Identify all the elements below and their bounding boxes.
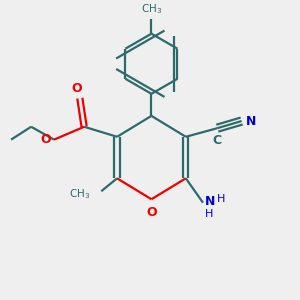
Text: C: C [213,134,222,147]
Text: O: O [40,133,51,146]
Text: CH$_3$: CH$_3$ [141,2,162,16]
Text: N: N [246,115,256,128]
Text: O: O [146,206,157,219]
Text: O: O [72,82,82,95]
Text: CH$_3$: CH$_3$ [69,187,90,201]
Text: H: H [217,194,225,204]
Text: N: N [205,195,216,208]
Text: H: H [205,208,214,218]
